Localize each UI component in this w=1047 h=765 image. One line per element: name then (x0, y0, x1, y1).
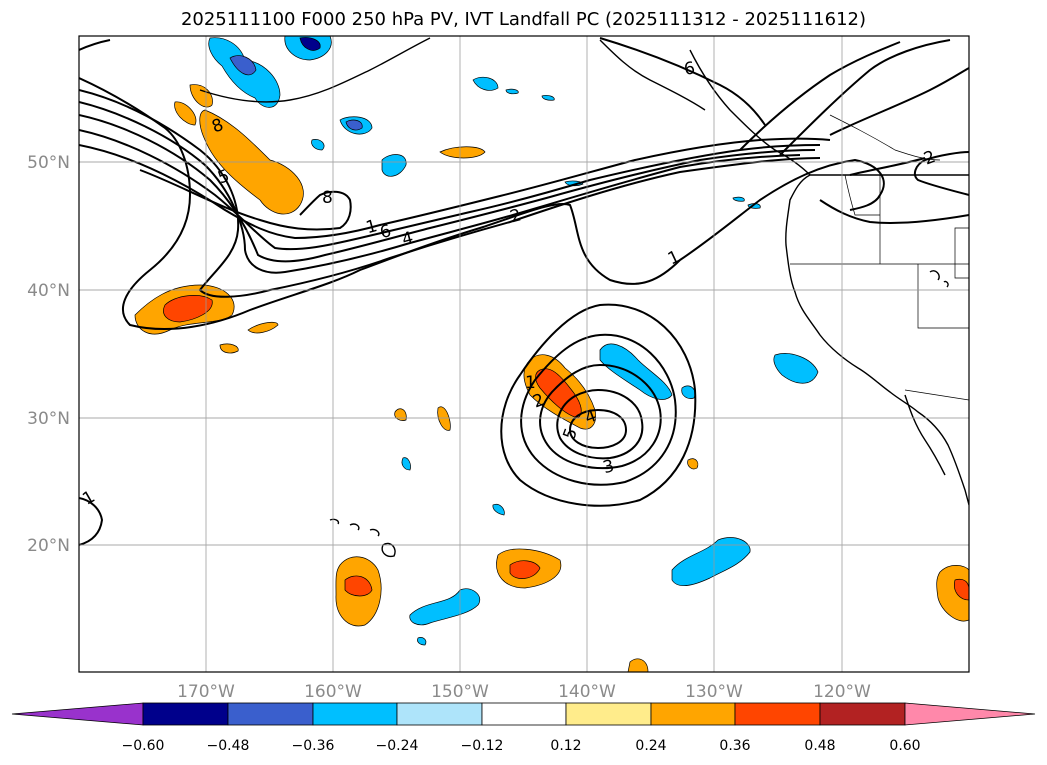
pv-negative-shading (208, 36, 819, 646)
contour-label: 4 (400, 228, 416, 250)
latitude-labels: 50°N 40°N 30°N 20°N (27, 153, 70, 556)
lon-label: 160°W (304, 682, 362, 702)
lon-label: 120°W (813, 682, 871, 702)
colorbar-tick: 0.60 (889, 738, 920, 754)
contour-label: 2 (508, 205, 524, 227)
colorbar-segment (142, 702, 229, 726)
colorbar-tick: −0.60 (122, 738, 165, 754)
colorbar-tick: 0.48 (804, 738, 835, 754)
lon-label: 140°W (558, 682, 616, 702)
colorbar-tick: −0.12 (461, 738, 504, 754)
colorbar-segment (312, 702, 398, 726)
ivt-contours (79, 37, 969, 546)
graticule (79, 36, 969, 672)
lat-label: 20°N (27, 536, 70, 556)
colorbar-segment (481, 702, 567, 726)
colorbar-tick: −0.36 (292, 738, 335, 754)
colorbar-tick: 0.36 (719, 738, 750, 754)
contour-label: 1 (364, 216, 380, 238)
colorbar-segment (650, 702, 736, 726)
colorbar-segment (227, 702, 314, 726)
colorbar-segment (565, 702, 652, 726)
map-title: 2025111100 F000 250 hPa PV, IVT Landfall… (180, 9, 867, 30)
pv-positive-shading (134, 84, 969, 672)
colorbar-tick: 0.12 (550, 738, 581, 754)
contour-label: 3 (601, 456, 617, 478)
colorbar-ticks: −0.60 −0.48 −0.36 −0.24 −0.12 0.12 0.24 … (122, 738, 921, 754)
lon-label: 150°W (431, 682, 489, 702)
colorbar-extend-low (11, 702, 144, 726)
lat-label: 30°N (27, 409, 70, 429)
contour-label: 6 (378, 221, 394, 243)
lat-label: 50°N (27, 153, 70, 173)
contour-label: 1 (665, 247, 683, 270)
lon-label: 170°W (177, 682, 235, 702)
contour-label: 2 (921, 147, 938, 169)
colorbar-segment (396, 702, 483, 726)
coastlines (199, 37, 969, 558)
colorbar-tick: −0.24 (376, 738, 419, 754)
colorbar (11, 702, 1036, 726)
contour-label: 6 (683, 58, 697, 80)
plot-frame (78, 35, 970, 673)
colorbar-segment (819, 702, 906, 726)
colorbar-tick: 0.24 (635, 738, 666, 754)
lat-label: 40°N (27, 281, 70, 301)
colorbar-segment (734, 702, 821, 726)
contour-label: 8 (322, 188, 333, 208)
colorbar-tick: −0.48 (207, 738, 250, 754)
map-plot-area: 1 2 4 6 8 1 8 5 2 4 5 3 1 6 2 1 (79, 36, 969, 672)
colorbar-extend-high (904, 702, 1036, 726)
lon-label: 130°W (685, 682, 743, 702)
contour-label: 1 (525, 373, 536, 393)
longitude-labels: 170°W 160°W 150°W 140°W 130°W 120°W (177, 682, 871, 702)
